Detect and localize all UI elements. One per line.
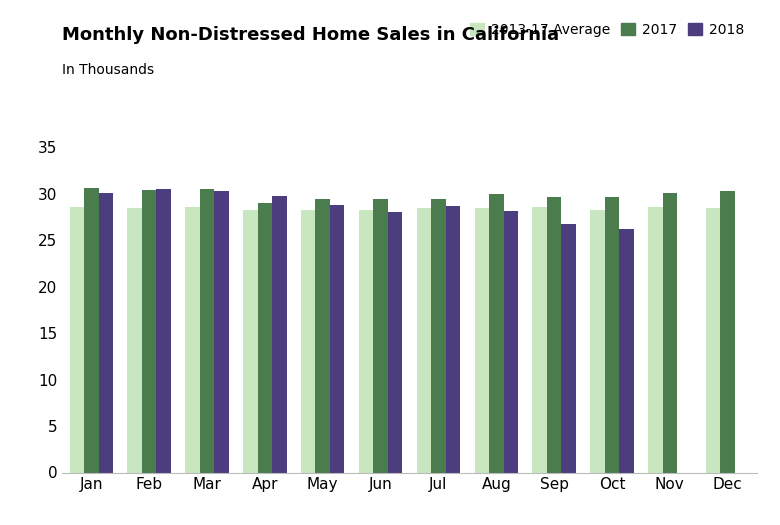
Bar <box>374 199 388 472</box>
Bar <box>504 211 518 472</box>
Bar <box>706 208 721 472</box>
Bar <box>84 188 98 472</box>
Bar <box>272 196 286 472</box>
Bar <box>474 208 489 472</box>
Bar <box>359 210 374 472</box>
Bar <box>98 193 113 472</box>
Bar <box>127 208 142 472</box>
Bar <box>619 229 633 472</box>
Bar <box>590 210 604 472</box>
Bar <box>243 210 257 472</box>
Bar <box>445 206 460 472</box>
Bar <box>547 197 562 472</box>
Bar <box>257 203 272 472</box>
Bar <box>330 205 345 472</box>
Bar <box>186 207 200 472</box>
Bar <box>533 207 547 472</box>
Bar <box>388 212 402 472</box>
Bar <box>489 194 504 472</box>
Bar <box>301 210 315 472</box>
Bar <box>662 193 677 472</box>
Text: Monthly Non-Distressed Home Sales in California: Monthly Non-Distressed Home Sales in Cal… <box>62 26 559 44</box>
Bar <box>431 199 445 472</box>
Bar <box>604 197 619 472</box>
Bar <box>315 199 330 472</box>
Bar <box>215 191 229 472</box>
Bar <box>157 189 171 472</box>
Bar <box>562 224 576 472</box>
Bar <box>142 190 157 472</box>
Text: In Thousands: In Thousands <box>62 63 154 77</box>
Bar <box>648 207 662 472</box>
Bar <box>417 208 431 472</box>
Bar <box>69 207 84 472</box>
Bar <box>200 189 215 472</box>
Bar <box>721 191 735 472</box>
Legend: 2013-17 Average, 2017, 2018: 2013-17 Average, 2017, 2018 <box>464 17 750 43</box>
